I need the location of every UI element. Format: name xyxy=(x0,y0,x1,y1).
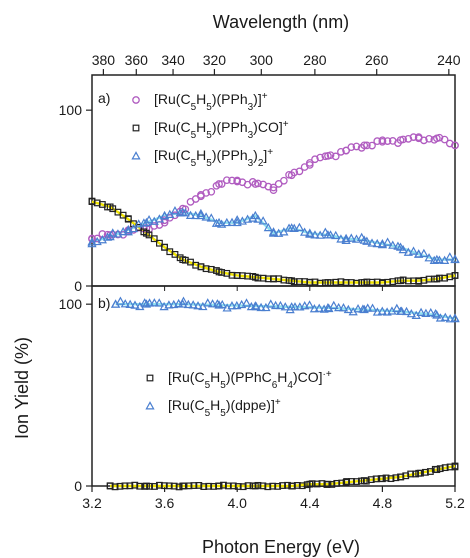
legend-a-marker-0 xyxy=(133,97,139,103)
x-tick-label: 5.2 xyxy=(445,495,465,511)
legend-b-marker-0 xyxy=(147,375,153,381)
legend-b-label-1: [Ru(C5H5)(dppe)]+ xyxy=(168,397,281,419)
legend-a-label-2: [Ru(C5H5)(PPh3)2]+ xyxy=(154,147,273,169)
fit-line xyxy=(92,202,455,283)
legend-b-label-0: [Ru(C5H5)(PPhC6H4)CO]·+ xyxy=(168,369,332,391)
x-tick-label: 4.0 xyxy=(227,495,247,511)
y-tick-label-b: 100 xyxy=(59,296,83,312)
panel-a-frame xyxy=(92,75,455,286)
top-tick-label: 380 xyxy=(92,52,116,68)
x-tick-label: 3.6 xyxy=(155,495,175,511)
y-tick-label-a: 0 xyxy=(74,278,82,294)
sample-marker xyxy=(281,178,287,184)
top-tick-label: 240 xyxy=(437,52,461,68)
top-tick-label: 260 xyxy=(365,52,389,68)
top-tick-label: 320 xyxy=(203,52,227,68)
data-points xyxy=(88,134,458,490)
legend-a-marker-1 xyxy=(133,125,139,131)
y-axis-title: Ion Yield (%) xyxy=(12,337,32,439)
top-tick-label: 280 xyxy=(303,52,327,68)
legend: [Ru(C5H5)(PPh3)]+ [Ru(C5H5)(PPh3)CO]+ [Ru(… xyxy=(132,91,331,419)
y-tick-label-b: 0 xyxy=(74,478,82,494)
top-axis-title: Wavelength (nm) xyxy=(213,12,349,32)
x-tick-label: 4.4 xyxy=(300,495,320,511)
top-tick-label: 340 xyxy=(161,52,185,68)
x-axis-title: Photon Energy (eV) xyxy=(202,537,360,557)
legend-a-marker-2 xyxy=(132,152,139,158)
legend-a-label-0: [Ru(C5H5)(PPh3)]+ xyxy=(154,91,268,113)
legend-b-marker-1 xyxy=(146,402,153,408)
legend-a-label-1: [Ru(C5H5)(PPh3)CO]+ xyxy=(154,119,289,141)
panel-b-label: b) xyxy=(98,295,110,311)
panel-a-label: a) xyxy=(98,90,110,106)
x-tick-label: 3.2 xyxy=(82,495,102,511)
y-tick-label-a: 100 xyxy=(59,102,83,118)
x-tick-label: 4.8 xyxy=(373,495,393,511)
top-tick-label: 300 xyxy=(250,52,274,68)
top-tick-label: 360 xyxy=(125,52,149,68)
